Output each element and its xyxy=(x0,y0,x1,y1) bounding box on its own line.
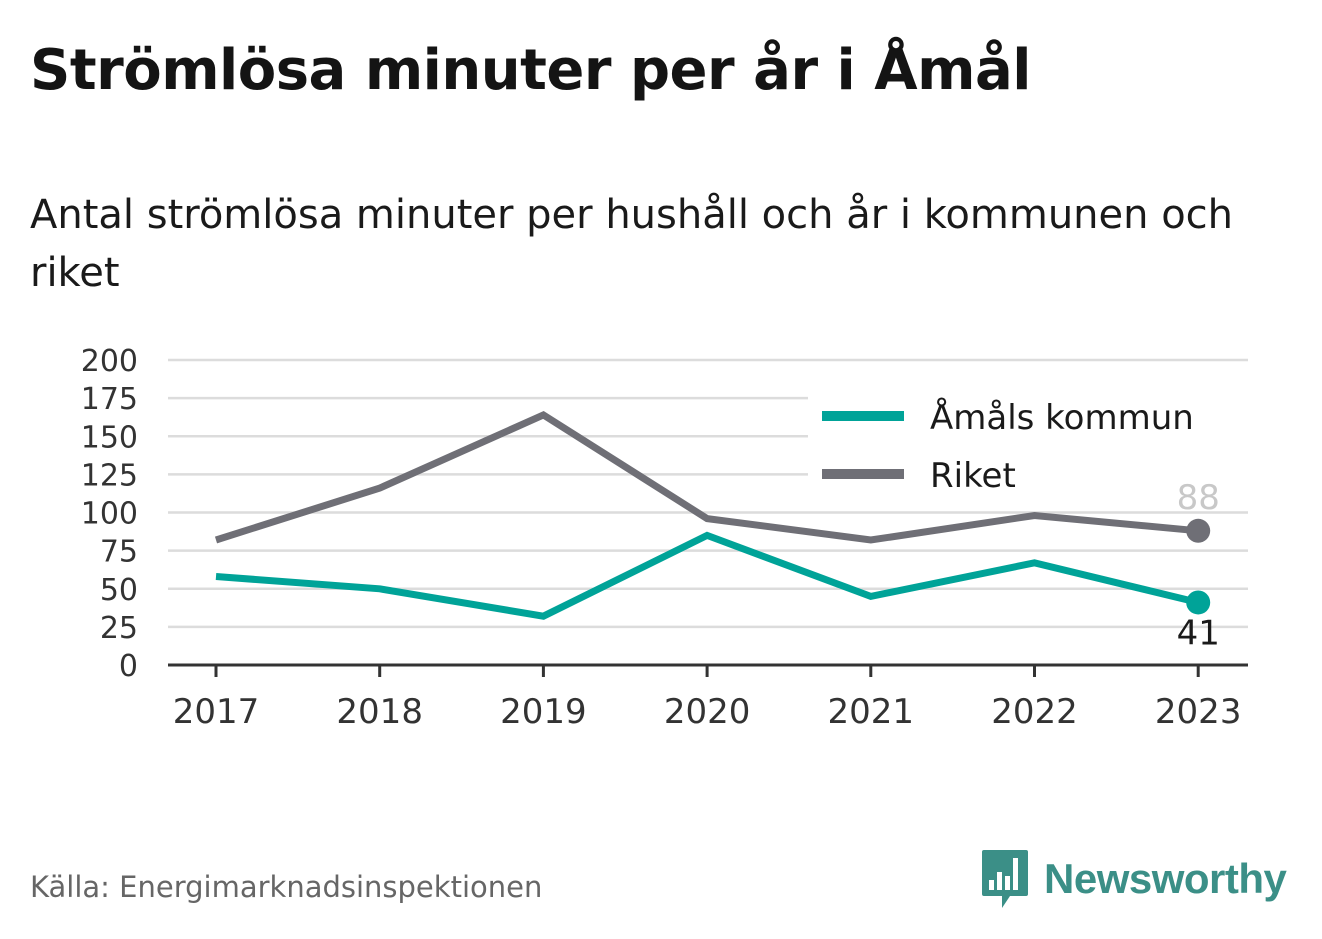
x-tick-label: 2019 xyxy=(500,692,587,732)
chart-title: Strömlösa minuter per år i Åmål xyxy=(30,38,1031,103)
legend: Åmåls kommun Riket xyxy=(808,384,1248,506)
series-lines xyxy=(214,410,1211,620)
newsworthy-logo-icon xyxy=(982,850,1028,908)
end-label: 88 xyxy=(1177,478,1220,518)
source-note: Källa: Energimarknadsinspektionen xyxy=(30,870,543,904)
y-tick-label: 200 xyxy=(81,344,138,379)
x-tick-label: 2018 xyxy=(336,692,423,732)
x-tick-label: 2020 xyxy=(664,692,751,732)
end-point xyxy=(1186,590,1211,615)
x-tick-label: 2022 xyxy=(991,692,1078,732)
x-tick-label: 2021 xyxy=(828,692,915,732)
y-tick-label: 100 xyxy=(81,497,138,532)
newsworthy-logo: Newsworthy xyxy=(980,848,1287,910)
end-point xyxy=(1186,518,1211,543)
end-labels: 88 41 xyxy=(1177,478,1220,654)
x-axis-tick-labels: 2017 2018 2019 2020 2021 2022 2023 xyxy=(173,692,1242,732)
legend-background xyxy=(808,384,1248,506)
x-tick-label: 2017 xyxy=(173,692,260,732)
y-tick-label: 75 xyxy=(100,535,138,570)
y-tick-label: 25 xyxy=(100,611,138,646)
end-label: 41 xyxy=(1177,613,1220,653)
series-line xyxy=(214,410,1199,544)
chart-subtitle: Antal strömlösa minuter per hushåll och … xyxy=(30,192,1234,296)
series-line xyxy=(215,531,1200,620)
y-tick-label: 125 xyxy=(81,458,138,493)
x-tick-label: 2023 xyxy=(1155,692,1242,732)
y-tick-label: 50 xyxy=(100,573,138,608)
y-tick-label: 0 xyxy=(119,649,138,684)
x-axis xyxy=(168,663,1248,677)
y-tick-label: 150 xyxy=(81,420,138,455)
legend-label: Riket xyxy=(930,456,1016,496)
brand-name: Newsworthy xyxy=(1044,855,1287,902)
y-tick-label: 175 xyxy=(81,382,138,417)
legend-label: Åmåls kommun xyxy=(930,397,1194,438)
